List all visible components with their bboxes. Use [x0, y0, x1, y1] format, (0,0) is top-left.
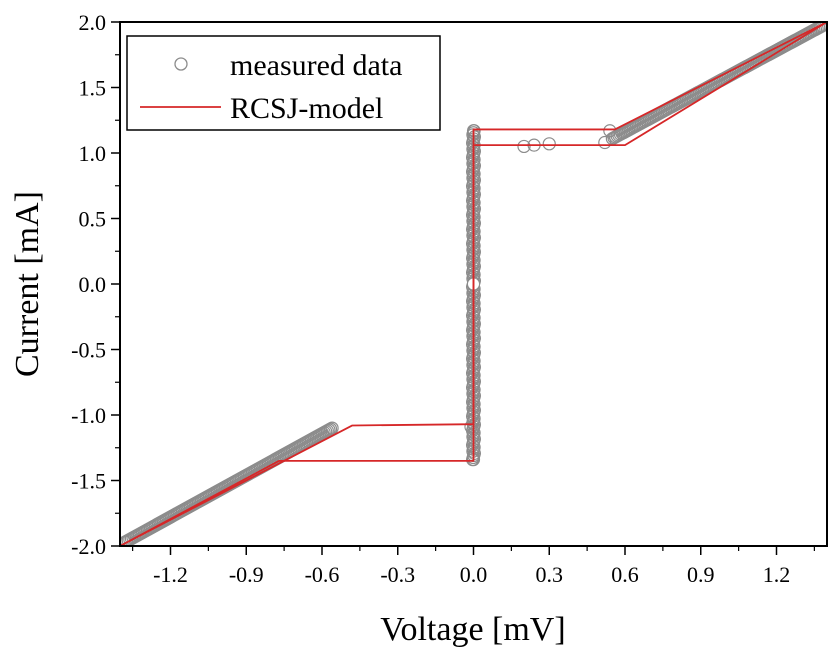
data-point: [322, 423, 336, 437]
y-tick-label: -2.0: [71, 534, 106, 559]
axes: -1.2 -0.9 -0.6 -0.3 0.0 0.3 0.6 0.9 1.2 2.0 1.5 1.0…: [71, 10, 815, 587]
y-tick-label: 0.5: [79, 207, 107, 232]
x-tick-label: 0.9: [687, 562, 715, 587]
x-tick-label: 0.3: [536, 562, 564, 587]
x-tick-label: 0.6: [611, 562, 639, 587]
plot-area: [120, 22, 827, 546]
data-point: [325, 421, 339, 435]
data-point: [517, 139, 531, 154]
data-point: [603, 124, 617, 138]
y-axis-title: Current [mA]: [9, 191, 46, 377]
data-point: [323, 422, 338, 436]
legend: measured data RCSJ-model: [126, 35, 441, 131]
rcsj-model-line: [120, 22, 827, 546]
y-tick-label: 0.0: [79, 272, 107, 297]
data-point: [812, 22, 826, 35]
data-point: [598, 135, 612, 150]
y-tick-label: -1.0: [71, 403, 106, 428]
legend-label-measured: measured data: [230, 49, 402, 82]
legend-box: [126, 35, 441, 131]
x-tick-label: 0.0: [460, 562, 488, 587]
data-point: [542, 137, 556, 151]
y-tick-label: 1.5: [79, 76, 107, 101]
x-axis-title: Voltage [mV]: [380, 611, 565, 648]
x-tick-label: -0.6: [305, 562, 340, 587]
data-point: [464, 420, 478, 434]
x-tick-label: -0.9: [229, 562, 264, 587]
x-tick-label: -1.2: [153, 562, 188, 587]
x-tick-label: 1.2: [763, 562, 791, 587]
y-tick-label: 2.0: [79, 10, 107, 35]
x-tick-label: -0.3: [380, 562, 415, 587]
legend-marker-measured: [174, 57, 188, 71]
y-tick-label: -1.5: [71, 469, 106, 494]
y-tick-label: -0.5: [71, 338, 106, 363]
y-tick-label: 1.0: [79, 141, 107, 166]
data-point: [815, 22, 827, 33]
legend-label-rcsj: RCSJ-model: [230, 92, 383, 125]
